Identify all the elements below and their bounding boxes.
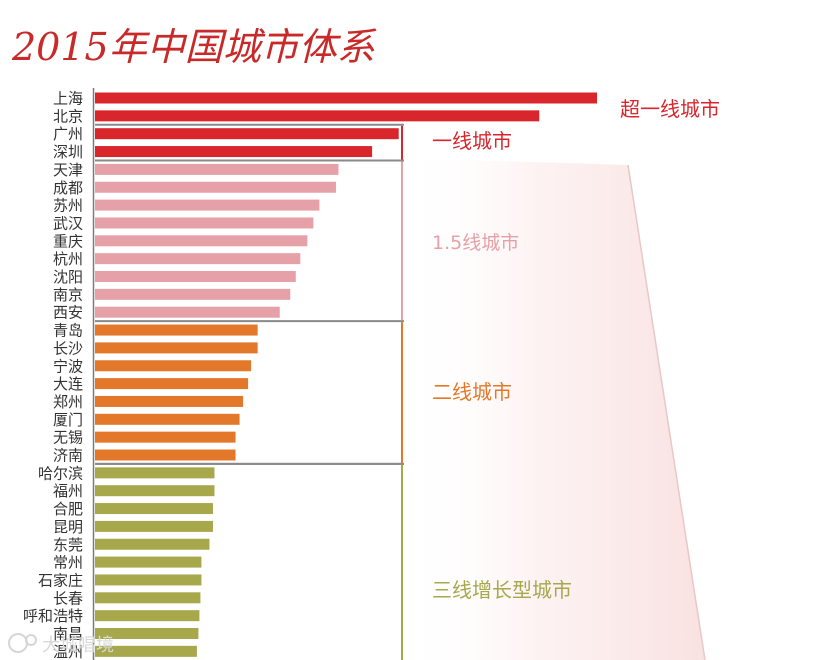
watermark: 大城唱境: [8, 633, 114, 656]
bar-温州: [95, 645, 197, 657]
tier-label: 超一线城市: [620, 97, 720, 121]
category-label: 成都: [53, 179, 83, 197]
tier-label: 1.5线城市: [432, 232, 519, 254]
bar-大连: [95, 378, 249, 390]
category-label: 沈阳: [53, 268, 83, 286]
category-label: 长沙: [53, 339, 83, 357]
category-label: 昆明: [53, 518, 83, 536]
tier-label: 一线城市: [432, 129, 512, 153]
category-label: 北京: [53, 107, 83, 125]
category-label: 宁波: [53, 357, 83, 375]
category-label: 东莞: [53, 536, 83, 554]
watermark-icon: [8, 633, 28, 653]
bar-南昌: [95, 628, 199, 639]
bar-南京: [95, 288, 291, 300]
bar-西安: [95, 306, 280, 318]
bar-重庆: [95, 235, 308, 247]
tier-label: 二线城市: [432, 380, 512, 404]
bar-石家庄: [95, 574, 202, 586]
category-label: 杭州: [53, 250, 83, 268]
category-label: 温州: [53, 643, 83, 660]
bar-广州: [95, 128, 399, 140]
chart-title: 2015年中国城市体系: [11, 25, 377, 69]
tier-highlight-band: [402, 158, 705, 660]
category-label: 青岛: [53, 322, 83, 340]
bar-郑州: [95, 395, 244, 407]
watermark-icon-inner: [25, 634, 37, 646]
category-label: 石家庄: [38, 571, 83, 589]
bar-成都: [95, 181, 336, 193]
category-label: 西安: [53, 304, 83, 322]
bar-无锡: [95, 431, 236, 443]
bar-济南: [95, 449, 236, 461]
category-label: 合肥: [53, 500, 83, 518]
bar-沈阳: [95, 271, 296, 282]
category-label: 福州: [53, 482, 83, 500]
bar-青岛: [95, 324, 258, 336]
bar-厦门: [95, 413, 240, 425]
category-label: 苏州: [53, 197, 83, 215]
category-label: 长春: [53, 589, 83, 607]
bar-东莞: [95, 538, 210, 550]
bar-昆明: [95, 520, 213, 532]
bar-北京: [95, 110, 540, 122]
bar-杭州: [95, 253, 301, 265]
tier-band-edge: [627, 164, 706, 660]
bar-长沙: [95, 342, 258, 354]
bar-苏州: [95, 199, 320, 211]
category-label: 厦门: [53, 411, 83, 429]
category-label: 济南: [53, 447, 83, 465]
category-label: 无锡: [53, 429, 83, 447]
bar-深圳: [95, 146, 373, 158]
category-label: 常州: [53, 554, 83, 572]
bar-宁波: [95, 360, 252, 372]
category-label: 天津: [53, 161, 83, 179]
bar-哈尔滨: [95, 467, 215, 479]
category-label: 上海: [53, 90, 83, 108]
bar-合肥: [95, 503, 213, 515]
category-label: 重庆: [53, 232, 83, 250]
category-label: 南昌: [53, 625, 83, 643]
category-label: 哈尔滨: [38, 464, 83, 482]
category-label: 深圳: [53, 143, 83, 161]
category-label: 南京: [53, 286, 83, 304]
category-label: 郑州: [53, 393, 83, 411]
bar-常州: [95, 556, 202, 568]
category-label: 武汉: [53, 214, 83, 232]
bar-福州: [95, 485, 215, 497]
tier-label: 三线增长型城市: [432, 578, 572, 602]
bar-上海: [95, 92, 597, 104]
category-label: 大连: [53, 375, 83, 393]
bar-武汉: [95, 217, 314, 229]
bar-天津: [95, 163, 339, 175]
bar-呼和浩特: [95, 610, 200, 622]
category-label: 广州: [53, 125, 83, 143]
category-label: 呼和浩特: [23, 607, 83, 625]
bar-长春: [95, 592, 201, 604]
watermark-text: 大城唱境: [42, 635, 114, 656]
